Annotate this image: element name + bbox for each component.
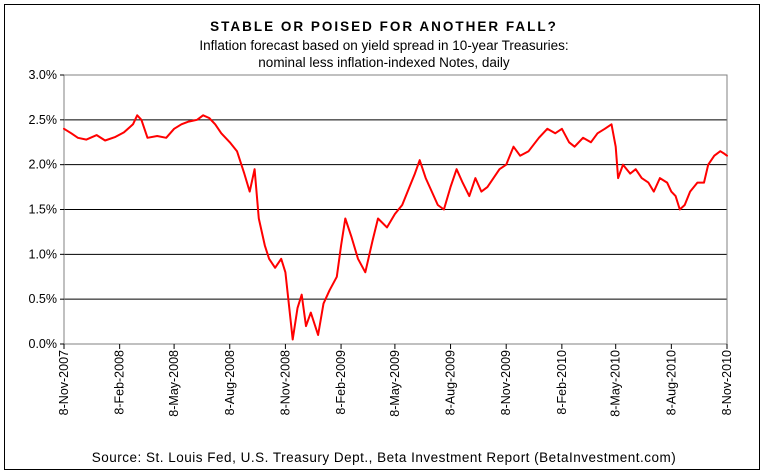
x-tick-label: 8-Feb-2008 (113, 350, 127, 415)
x-tick-label: 8-May-2010 (609, 350, 623, 417)
x-tick-label: 8-Feb-2009 (334, 350, 348, 415)
chart-title: STABLE OR POISED FOR ANOTHER FALL? (210, 19, 558, 34)
gridlines (64, 119, 727, 300)
y-tick-label: 1.5% (29, 203, 58, 217)
chart-subtitle-line1: Inflation forecast based on yield spread… (199, 38, 568, 53)
x-tick-label: 8-May-2009 (388, 350, 402, 417)
x-axis: 8-Nov-2007 8-Feb-2008 8-May-2008 8-Aug-2008… (57, 344, 734, 417)
x-tick-label: 8-Feb-2010 (555, 350, 569, 415)
source-note: Source: St. Louis Fed, U.S. Treasury Dep… (92, 450, 676, 465)
y-axis: 0.0% 0.5% 1.0% 1.5% 2.0% 2.5% 3.0% (29, 68, 64, 351)
series-line (63, 114, 728, 341)
chart-subtitle-line2: nominal less inflation-indexed Notes, da… (258, 55, 510, 70)
y-tick-label: 3.0% (29, 68, 58, 82)
x-tick-label: 8-Aug-2010 (664, 350, 678, 415)
y-tick-label: 1.0% (29, 247, 58, 261)
x-tick-label: 8-May-2008 (167, 350, 181, 417)
y-tick-label: 0.0% (29, 337, 58, 351)
y-tick-label: 2.5% (29, 113, 58, 127)
chart-frame (4, 4, 760, 470)
x-tick-label: 8-Nov-2007 (57, 350, 71, 415)
x-tick-label: 8-Aug-2008 (223, 350, 237, 415)
y-tick-label: 2.0% (29, 158, 58, 172)
x-tick-label: 8-Nov-2010 (720, 350, 734, 415)
x-tick-label: 8-Nov-2009 (499, 350, 513, 415)
y-tick-label: 0.5% (29, 292, 58, 306)
series-group (63, 114, 728, 341)
x-tick-label: 8-Aug-2009 (444, 350, 458, 415)
x-tick-label: 8-Nov-2008 (278, 350, 292, 415)
